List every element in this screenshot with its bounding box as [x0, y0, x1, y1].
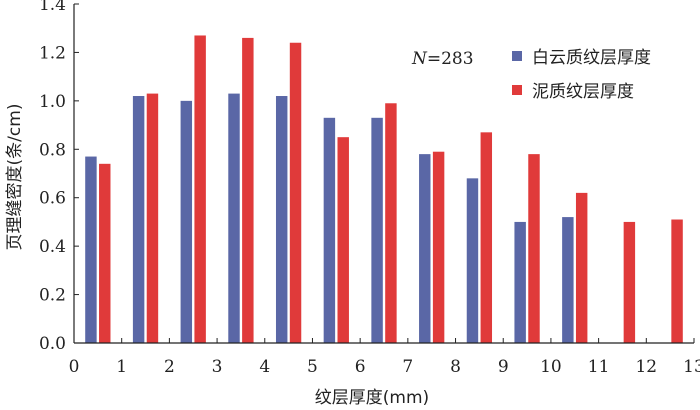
x-tick-label: 8: [450, 357, 461, 377]
x-tick-label: 9: [498, 357, 509, 377]
bar-mud: [289, 42, 302, 343]
bar-dolomitic: [323, 117, 336, 343]
bar-mud: [528, 154, 540, 343]
bar-dolomitic: [228, 93, 240, 343]
legend-label-mud: 泥质纹层厚度: [532, 82, 634, 102]
bar-dolomitic: [132, 96, 145, 343]
bar-mud: [671, 219, 683, 343]
legend-label-dolomitic: 白云质纹层厚度: [532, 48, 651, 68]
bar-dolomitic: [85, 156, 97, 343]
bar-dolomitic: [562, 217, 574, 343]
x-tick-label: 6: [355, 357, 366, 377]
bar-mud: [146, 93, 159, 343]
bar-mud: [480, 132, 493, 343]
y-tick-label: 1.4: [39, 0, 66, 15]
x-axis-title: 纹层厚度(mm): [315, 388, 429, 408]
x-tick-label: 1: [116, 357, 127, 377]
y-tick-label: 1.2: [39, 43, 66, 63]
bar-dolomitic: [180, 100, 193, 343]
bar-mud: [432, 151, 445, 343]
bar-mud: [337, 137, 349, 343]
y-tick-label: 0.8: [39, 140, 66, 160]
legend-swatch-dolomitic: [512, 51, 522, 61]
bar-mud: [99, 163, 111, 343]
sample-size-symbol: N: [411, 49, 428, 69]
legend-swatch-mud: [512, 85, 522, 95]
y-tick-label: 0.6: [39, 189, 66, 209]
legend: 白云质纹层厚度 泥质纹层厚度: [512, 48, 651, 102]
bar-dolomitic: [514, 221, 526, 343]
y-tick-label: 0.2: [39, 286, 66, 306]
x-tick-label: 0: [69, 357, 80, 377]
sample-size-value: =283: [427, 49, 474, 69]
y-axis-title: 页理缝密度(条/cm): [5, 104, 25, 251]
bar-dolomitic: [371, 117, 383, 343]
x-tick-label: 2: [164, 357, 175, 377]
x-tick-label: 4: [259, 357, 270, 377]
x-tick-label: 3: [212, 357, 223, 377]
y-tick-label: 0.4: [39, 237, 66, 257]
x-tick-label: 5: [307, 357, 318, 377]
x-tick-label: 11: [588, 357, 610, 377]
x-tick-label: 13: [683, 357, 700, 377]
bar-mud: [385, 103, 397, 344]
sample-size-annotation: N=283: [411, 49, 474, 69]
bar-mud: [623, 221, 636, 343]
y-tick-label: 1.0: [39, 92, 66, 112]
x-tick-label: 7: [402, 357, 413, 377]
x-tick-label: 12: [635, 357, 657, 377]
bar-mud: [575, 192, 588, 343]
axes-layer: 0.00.20.40.60.81.01.21.40 1 2 3 4 5 6 7 8 9 10 11 12…: [39, 0, 700, 377]
bar-mud: [242, 37, 254, 344]
bar-dolomitic: [466, 178, 479, 343]
bars-layer: [85, 35, 683, 344]
bar-mud: [194, 35, 206, 343]
y-tick-label: 0.0: [39, 334, 66, 354]
bar-dolomitic: [275, 96, 288, 343]
x-tick-label: 10: [540, 357, 562, 377]
bar-dolomitic: [419, 154, 431, 343]
